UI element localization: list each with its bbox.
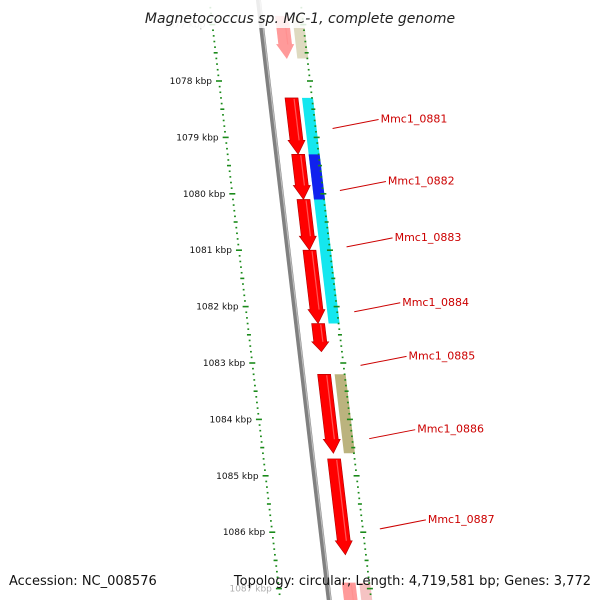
map-title: Magnetococcus sp. MC-1, complete genome (145, 11, 455, 27)
kbp-label-6: 1082 kbp (196, 303, 239, 313)
gene-arrow-3 (291, 154, 311, 201)
gene-arrow-9 (341, 582, 358, 600)
gene-arrow-4 (296, 199, 317, 251)
backbone-highlight (259, 0, 332, 600)
gene-arrow-shine-2 (293, 98, 300, 141)
gene-arrow-7 (317, 373, 341, 454)
leader-line-2 (339, 181, 387, 192)
gene-label-leaders (332, 118, 426, 530)
leader-line-6 (369, 429, 416, 440)
gene-arrow-shine-5 (311, 251, 320, 310)
topology-summary: Topology: circular; Length: 4,719,581 bp… (233, 574, 591, 589)
gene-arrows (275, 15, 358, 600)
title-backdrop (140, 0, 460, 28)
gene-label-7: Mmc1_0887 (428, 513, 495, 526)
leader-line-4 (354, 302, 401, 313)
gene-arrow-shine-9 (350, 583, 354, 600)
kbp-label-11: 1087 kbp (229, 585, 272, 595)
kbp-label-9: 1085 kbp (216, 472, 259, 482)
gene-arrow-5 (302, 249, 326, 325)
gene-arrow-shine-6 (320, 324, 324, 342)
kbp-label-5: 1081 kbp (190, 246, 233, 256)
gene-label-6: Mmc1_0886 (417, 423, 484, 436)
backbone-line (255, 0, 332, 600)
gene-arrow-shine-8 (336, 459, 347, 541)
gene-arrow-shine-4 (305, 200, 312, 237)
feature-bars (292, 16, 373, 600)
kbp-label-4: 1080 kbp (183, 190, 226, 200)
gene-arrow-shine-7 (326, 375, 335, 440)
tick-marks (209, 6, 373, 596)
gene-label-3: Mmc1_0883 (395, 231, 462, 244)
kbp-label-3: 1079 kbp (176, 133, 219, 143)
gene-label-1: Mmc1_0881 (381, 112, 448, 125)
accession-label: Accession: NC_008576 (9, 574, 157, 589)
gene-label-2: Mmc1_0882 (388, 175, 455, 188)
gene-label-4: Mmc1_0884 (402, 296, 469, 309)
leader-line-1 (332, 118, 379, 129)
gene-arrow-6 (311, 323, 330, 353)
gene-arrow-2 (284, 97, 306, 155)
gene-labels: Mmc1_0881 Mmc1_0882 Mmc1_0883 Mmc1_0884 Mmc1… (381, 112, 495, 525)
kbp-label-8: 1084 kbp (210, 415, 253, 425)
kbp-label-10: 1086 kbp (223, 528, 266, 538)
kbp-label-7: 1083 kbp (203, 359, 246, 369)
kbp-label-2: 1078 kbp (170, 77, 213, 87)
feature-bar-4 (334, 374, 355, 454)
gene-label-5: Mmc1_0885 (409, 349, 476, 362)
genome-backbone (255, 0, 332, 600)
feature-bar-5 (359, 582, 373, 600)
leader-line-3 (346, 237, 393, 248)
gene-arrow-8 (327, 458, 353, 556)
leader-line-5 (360, 355, 407, 366)
feature-bar-2 (301, 97, 340, 324)
leader-line-7 (379, 519, 426, 530)
gene-arrow-shine-3 (300, 155, 306, 186)
